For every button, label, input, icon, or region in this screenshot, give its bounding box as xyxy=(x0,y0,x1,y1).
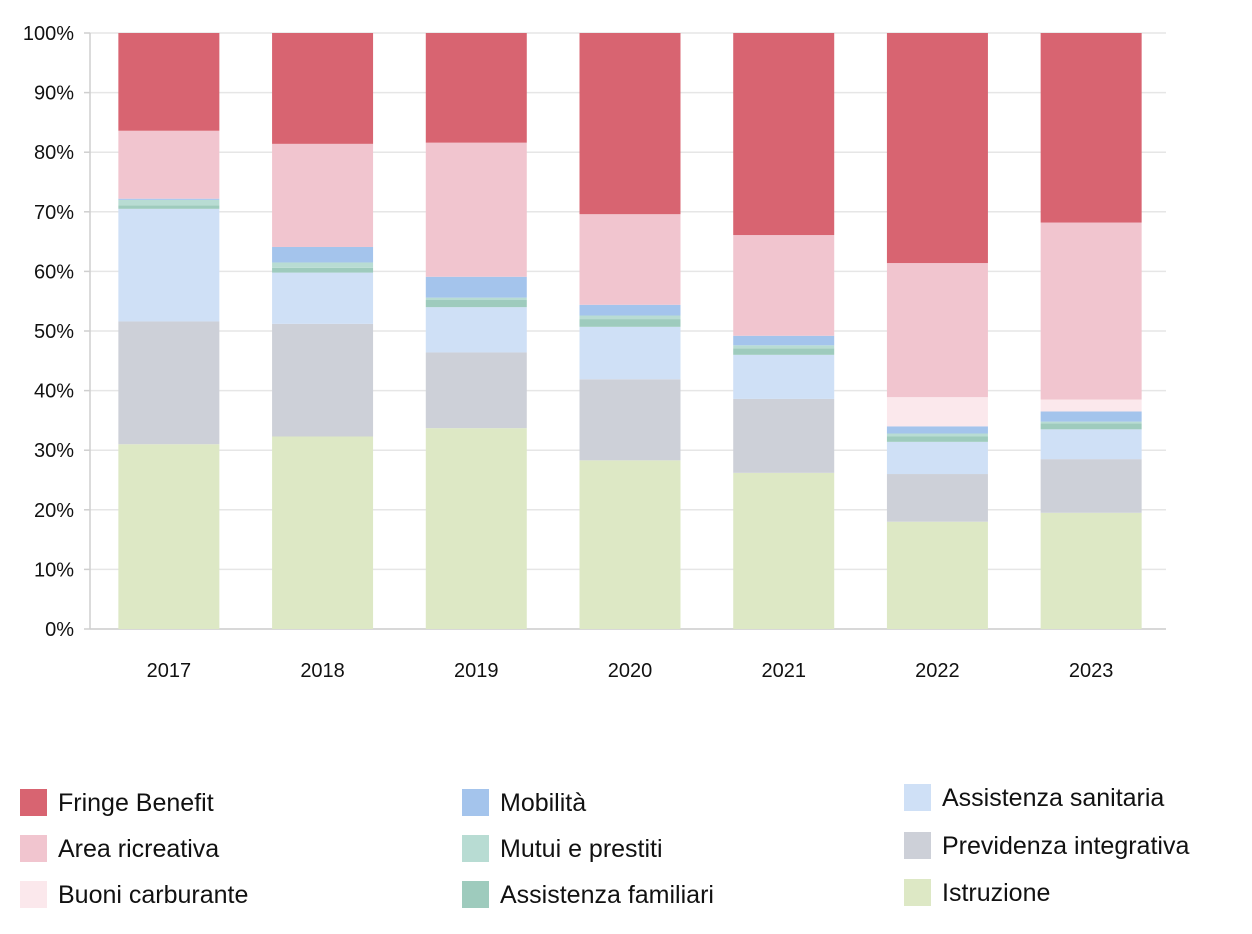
legend-label-previdenza-integrativa: Previdenza integrativa xyxy=(942,832,1189,860)
y-tick-label: 70% xyxy=(34,202,74,224)
bar-segment-istruzione xyxy=(733,472,835,629)
bar-segment-assistenza-sanitaria xyxy=(733,354,835,399)
bar-segment-mobilita xyxy=(425,276,527,298)
bar-segment-assistenza-sanitaria xyxy=(425,307,527,353)
bar-segment-fringe-benefit xyxy=(1040,33,1142,223)
legend-swatch-assistenza-sanitaria xyxy=(904,784,931,811)
legend-label-assistenza-familiari: Assistenza familiari xyxy=(500,881,714,909)
y-tick-label: 0% xyxy=(45,619,74,641)
y-tick-label: 50% xyxy=(34,321,74,343)
bar-segment-mutui-e-prestiti xyxy=(1040,421,1142,424)
bar-segment-fringe-benefit xyxy=(579,33,681,215)
y-tick-label: 90% xyxy=(34,83,74,105)
legend: Fringe Benefit Area ricreativa Buoni carbu… xyxy=(20,784,1189,909)
bar-segment-assistenza-familiari xyxy=(1040,423,1142,430)
x-tick-label: 2020 xyxy=(608,660,653,682)
bar-segment-area-ricreativa xyxy=(272,143,374,247)
bar-segment-previdenza-integrativa xyxy=(733,398,835,473)
x-tick-label: 2022 xyxy=(915,660,960,682)
bar-segment-mutui-e-prestiti xyxy=(579,315,681,320)
legend-label-mutui-e-prestiti: Mutui e prestiti xyxy=(500,835,663,863)
bar-segment-area-ricreativa xyxy=(886,263,988,398)
bar-segment-fringe-benefit xyxy=(733,33,835,236)
bar-segment-assistenza-familiari xyxy=(425,300,527,308)
bar-segment-assistenza-sanitaria xyxy=(1040,429,1142,460)
bar-segment-mobilita xyxy=(886,426,988,434)
bar-segment-area-ricreativa xyxy=(1040,222,1142,400)
legend-swatch-assistenza-familiari xyxy=(462,881,489,908)
y-tick-label: 10% xyxy=(34,559,74,581)
bar-segment-istruzione xyxy=(1040,512,1142,629)
bar-segment-assistenza-familiari xyxy=(886,436,988,442)
bar-segment-istruzione xyxy=(579,460,681,629)
bar-segment-mutui-e-prestiti xyxy=(118,199,220,206)
x-tick-label: 2018 xyxy=(300,660,345,682)
y-tick-label: 60% xyxy=(34,261,74,283)
legend-label-istruzione: Istruzione xyxy=(942,879,1050,907)
x-tick-label: 2021 xyxy=(761,660,806,682)
legend-swatch-fringe-benefit xyxy=(20,789,47,816)
bar-segment-mutui-e-prestiti xyxy=(272,262,374,268)
bar-segment-assistenza-sanitaria xyxy=(272,272,374,324)
bar-segment-previdenza-integrativa xyxy=(579,379,681,461)
bar-segment-mobilita xyxy=(272,246,374,263)
y-tick-label: 20% xyxy=(34,500,74,522)
bar-segment-istruzione xyxy=(272,436,374,629)
bar-segment-mobilita xyxy=(733,335,835,346)
legend-swatch-buoni-carburante xyxy=(20,881,47,908)
legend-label-fringe-benefit: Fringe Benefit xyxy=(58,789,214,817)
bar-segment-fringe-benefit xyxy=(272,33,374,144)
x-tick-label: 2017 xyxy=(147,660,192,682)
legend-swatch-istruzione xyxy=(904,879,931,906)
bar-segment-previdenza-integrativa xyxy=(118,321,220,445)
legend-swatch-previdenza-integrativa xyxy=(904,832,931,859)
bar-segment-previdenza-integrativa xyxy=(886,474,988,522)
legend-label-mobilita: Mobilità xyxy=(500,789,586,817)
bar-segment-area-ricreativa xyxy=(733,235,835,336)
y-tick-label: 80% xyxy=(34,142,74,164)
legend-label-assistenza-sanitaria: Assistenza sanitaria xyxy=(942,784,1164,812)
bar-segment-assistenza-familiari xyxy=(118,205,220,209)
legend-swatch-mutui-e-prestiti xyxy=(462,835,489,862)
bar-segment-previdenza-integrativa xyxy=(272,323,374,437)
bar-segment-previdenza-integrativa xyxy=(1040,459,1142,513)
bar-segment-fringe-benefit xyxy=(886,33,988,264)
bar-segment-fringe-benefit xyxy=(425,33,527,143)
bar-segment-assistenza-sanitaria xyxy=(118,208,220,322)
bar-segment-buoni-carburante xyxy=(1040,399,1142,412)
bars xyxy=(118,33,1142,629)
bar-segment-assistenza-familiari xyxy=(733,348,835,355)
bar-segment-area-ricreativa xyxy=(579,214,681,305)
bar-segment-area-ricreativa xyxy=(425,142,527,277)
bar-segment-area-ricreativa xyxy=(118,130,220,199)
y-axis: 0% 10% 20% 30% 40% 50% 60% 70% 80% 90% 100% xyxy=(23,23,1166,641)
bar-segment-istruzione xyxy=(886,521,988,629)
legend-swatch-area-ricreativa xyxy=(20,835,47,862)
bar-segment-assistenza-familiari xyxy=(272,267,374,273)
y-tick-label: 40% xyxy=(34,381,74,403)
legend-swatch-mobilita xyxy=(462,789,489,816)
bar-segment-istruzione xyxy=(118,444,220,629)
bar-segment-mobilita xyxy=(118,198,220,200)
bar-segment-mutui-e-prestiti xyxy=(886,433,988,437)
bar-segment-buoni-carburante xyxy=(886,397,988,427)
bar-segment-fringe-benefit xyxy=(118,33,220,131)
bar-segment-mobilita xyxy=(579,304,681,316)
bar-segment-mutui-e-prestiti xyxy=(425,297,527,301)
legend-label-area-ricreativa: Area ricreativa xyxy=(58,835,219,863)
legend-label-buoni-carburante: Buoni carburante xyxy=(58,881,248,909)
x-tick-label: 2019 xyxy=(454,660,499,682)
x-tick-label: 2023 xyxy=(1069,660,1114,682)
bar-segment-assistenza-familiari xyxy=(579,319,681,327)
y-tick-label: 30% xyxy=(34,440,74,462)
bar-segment-istruzione xyxy=(425,428,527,629)
y-tick-label: 100% xyxy=(23,23,74,45)
x-axis: 2017 2018 2019 2020 2021 2022 2023 xyxy=(147,660,1114,682)
bar-segment-mutui-e-prestiti xyxy=(733,345,835,349)
bar-segment-mobilita xyxy=(1040,411,1142,422)
bar-segment-assistenza-sanitaria xyxy=(886,441,988,475)
bar-segment-assistenza-sanitaria xyxy=(579,326,681,380)
bar-segment-previdenza-integrativa xyxy=(425,352,527,429)
